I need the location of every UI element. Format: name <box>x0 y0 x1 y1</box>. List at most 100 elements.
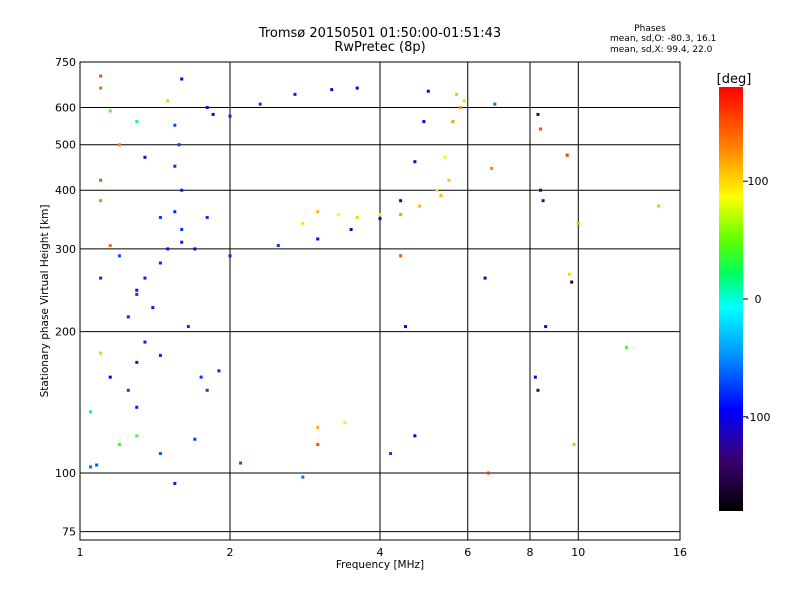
data-point <box>536 112 540 116</box>
data-point <box>173 123 177 127</box>
data-point <box>435 188 439 192</box>
colorbar-ticks: 100 0 -100 <box>743 175 770 424</box>
data-point <box>135 434 139 438</box>
y-tick-label: 600 <box>55 102 76 115</box>
x-axis-label: Frequency [MHz] <box>335 559 425 571</box>
data-point <box>228 254 232 258</box>
data-point <box>95 463 99 467</box>
x-tick-label: 4 <box>377 546 384 559</box>
data-point <box>180 227 184 231</box>
x-tick-label: 2 <box>227 546 234 559</box>
data-point <box>108 109 112 113</box>
y-tick-label: 500 <box>55 139 76 152</box>
data-point <box>166 99 170 103</box>
data-point <box>293 92 297 96</box>
data-point <box>422 120 426 124</box>
data-point <box>403 325 407 329</box>
data-point <box>462 99 466 103</box>
data-point <box>193 437 197 441</box>
x-tick-label: 8 <box>527 546 534 559</box>
phase-stats-x-mode: mean, sd,X: 99.4, 22.0 <box>610 45 713 55</box>
data-point <box>199 375 203 379</box>
data-point <box>349 227 353 231</box>
data-point <box>99 351 103 355</box>
colorbar-tick-label: 100 <box>748 175 769 188</box>
data-point <box>173 481 177 485</box>
data-point <box>89 465 93 469</box>
data-point <box>316 210 320 214</box>
data-point <box>99 178 103 182</box>
data-point <box>316 425 320 429</box>
data-point <box>451 120 455 124</box>
data-point <box>413 434 417 438</box>
data-point <box>135 288 139 292</box>
data-point <box>625 346 629 350</box>
data-point <box>180 77 184 81</box>
data-point <box>173 210 177 214</box>
data-point <box>205 215 209 219</box>
y-tick-label: 100 <box>55 467 76 480</box>
data-point <box>544 325 548 329</box>
data-point <box>99 199 103 203</box>
data-point <box>117 254 121 258</box>
data-point <box>180 240 184 244</box>
data-point <box>483 276 487 280</box>
data-point <box>399 199 403 203</box>
data-point <box>239 461 243 465</box>
data-point <box>158 452 162 456</box>
x-tick-label: 6 <box>464 546 471 559</box>
data-point <box>378 213 382 217</box>
data-point <box>117 143 121 147</box>
data-point <box>205 388 209 392</box>
data-point <box>135 405 139 409</box>
data-point <box>576 221 580 225</box>
x-tick-label: 10 <box>571 546 585 559</box>
data-point <box>166 247 170 251</box>
data-point <box>158 261 162 265</box>
grid-lines <box>80 62 680 540</box>
data-point <box>570 280 574 284</box>
data-point <box>151 306 155 310</box>
data-point <box>99 86 103 90</box>
data-point <box>301 475 305 479</box>
data-point <box>399 213 403 217</box>
colorbar-unit-label: [deg] <box>716 72 752 87</box>
data-point <box>126 315 130 319</box>
data-point <box>301 221 305 225</box>
data-point <box>417 204 421 208</box>
data-point <box>316 442 320 446</box>
data-point <box>443 155 447 159</box>
data-point <box>355 215 359 219</box>
data-point <box>143 155 147 159</box>
data-point <box>458 106 462 110</box>
plot-frame <box>79 61 681 541</box>
data-point <box>180 188 184 192</box>
y-tick-label: 75 <box>62 526 76 539</box>
data-point <box>177 143 181 147</box>
colorbar-tick-label: 0 <box>755 293 762 306</box>
data-point <box>426 89 430 93</box>
data-point <box>186 325 190 329</box>
data-point <box>205 106 209 110</box>
data-point <box>117 442 121 446</box>
phase-stats-heading: Phases <box>634 24 666 34</box>
data-point <box>228 114 232 118</box>
data-point <box>541 199 545 203</box>
data-point <box>378 217 382 221</box>
y-tick-label: 400 <box>55 184 76 197</box>
y-axis-label: Stationary phase Virtual Height [km] <box>39 204 51 398</box>
data-point <box>108 375 112 379</box>
phase-stats-o-mode: mean, sd,O: -80.3, 16.1 <box>610 34 717 44</box>
data-point <box>108 244 112 248</box>
chart-subtitle: RwPretec (8p) <box>334 40 426 55</box>
y-tick-label: 200 <box>55 326 76 339</box>
y-tick-label: 300 <box>55 243 76 256</box>
data-point <box>336 213 340 217</box>
colorbar-tick-label: -100 <box>746 411 771 424</box>
data-point <box>193 247 197 251</box>
data-point <box>536 388 540 392</box>
data-point <box>135 120 139 124</box>
x-tick-label: 16 <box>673 546 687 559</box>
x-tick-labels: 1 2 4 6 8 10 16 <box>77 546 688 559</box>
chart-title: Tromsø 20150501 01:50:00-01:51:43 <box>258 26 502 41</box>
